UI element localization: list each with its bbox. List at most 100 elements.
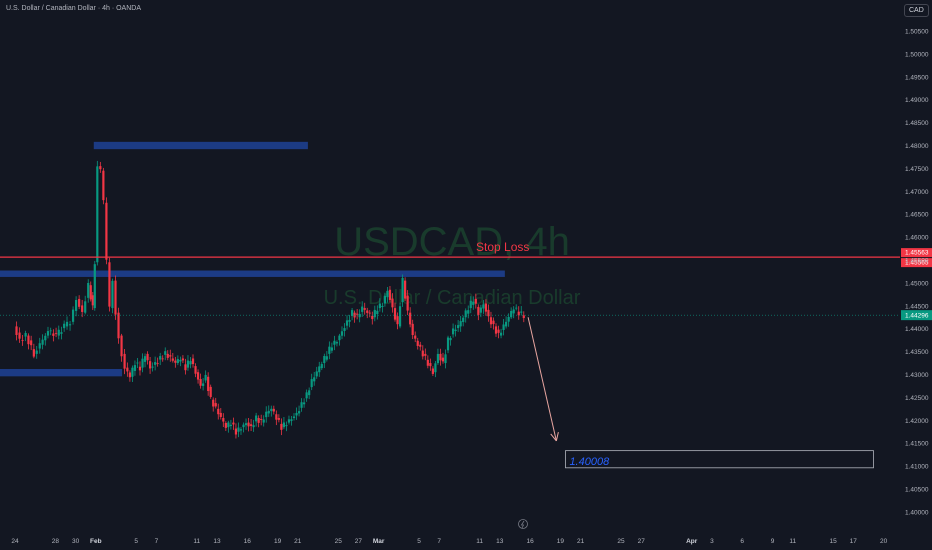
candle xyxy=(436,348,440,365)
candle xyxy=(184,358,187,375)
candle-body xyxy=(393,308,397,320)
candle xyxy=(214,397,217,409)
candle xyxy=(520,306,523,316)
candle-body xyxy=(249,424,253,426)
candle-body xyxy=(363,308,366,310)
currency-badge[interactable]: CAD xyxy=(904,4,929,17)
candle xyxy=(161,355,164,362)
candle xyxy=(93,260,96,311)
candle-body xyxy=(247,422,250,427)
candle xyxy=(212,397,215,412)
candle xyxy=(189,356,192,369)
candle xyxy=(111,278,114,314)
x-tick-label: 7 xyxy=(437,538,441,545)
candle xyxy=(522,311,525,323)
candle xyxy=(505,316,508,329)
candle-body xyxy=(494,326,498,334)
candle-body xyxy=(270,408,273,412)
candle-body xyxy=(204,374,207,381)
candle xyxy=(131,365,134,382)
y-tick-label: 1.47500 xyxy=(905,166,929,173)
candle xyxy=(280,418,283,436)
candle xyxy=(376,305,379,320)
x-tick-label: 5 xyxy=(417,538,421,545)
candle xyxy=(54,327,58,338)
candle-body xyxy=(141,358,144,368)
candle xyxy=(179,356,182,367)
candle-body xyxy=(242,424,245,428)
candle xyxy=(96,160,99,266)
candle xyxy=(378,298,381,312)
candle xyxy=(108,257,111,312)
candle xyxy=(439,348,442,366)
candle xyxy=(176,355,179,366)
y-tick-label: 1.41000 xyxy=(905,464,929,471)
stop-loss-tag-bg xyxy=(901,248,932,258)
candle xyxy=(270,405,273,417)
candle-body xyxy=(146,353,149,361)
projection-arrow-head xyxy=(550,433,557,442)
candle-body xyxy=(444,354,447,364)
candle xyxy=(272,405,275,415)
candle xyxy=(65,316,69,330)
candle-body xyxy=(414,335,417,339)
candle xyxy=(141,353,144,373)
candle xyxy=(310,373,313,391)
y-tick-label: 1.43000 xyxy=(905,372,929,379)
candle xyxy=(469,296,472,314)
candle xyxy=(247,417,250,432)
candle xyxy=(209,384,212,399)
supply-demand-zone xyxy=(93,141,308,150)
candle-body xyxy=(214,403,217,407)
candle-body xyxy=(166,353,169,358)
candle xyxy=(89,281,92,302)
candle xyxy=(472,296,475,310)
candle-body xyxy=(398,306,402,327)
candle-body xyxy=(401,277,404,303)
target-box xyxy=(565,450,874,469)
x-tick-label: 11 xyxy=(789,538,796,545)
candle xyxy=(419,341,422,351)
candle-body xyxy=(282,422,286,428)
chart-title: U.S. Dollar / Canadian Dollar · 4h · OAN… xyxy=(6,5,141,12)
candle xyxy=(345,315,349,330)
candle xyxy=(358,309,361,323)
candle-body xyxy=(222,418,225,422)
candle xyxy=(81,299,84,318)
candle xyxy=(199,373,202,389)
candle xyxy=(102,167,105,205)
candle-body xyxy=(396,316,399,325)
candle-body xyxy=(335,342,339,344)
candle xyxy=(414,331,417,343)
x-tick-label: 25 xyxy=(335,538,343,545)
candle-body xyxy=(338,335,341,341)
candle xyxy=(194,363,197,378)
candle-body xyxy=(255,415,258,422)
candle xyxy=(91,292,94,310)
candle xyxy=(24,330,27,342)
candle xyxy=(434,360,437,378)
candle-body xyxy=(356,313,359,315)
candle xyxy=(373,305,376,322)
candle-body xyxy=(472,301,475,305)
candle-body xyxy=(305,392,308,399)
candle-body xyxy=(505,321,508,327)
supply-demand-zone xyxy=(0,270,505,277)
candle xyxy=(63,320,66,332)
candle xyxy=(318,361,321,377)
candle-body xyxy=(391,298,394,308)
candle-body xyxy=(143,356,147,362)
projection-arrow-head xyxy=(555,432,559,442)
candle xyxy=(202,378,205,391)
candle xyxy=(363,302,366,315)
candle-body xyxy=(262,419,265,423)
candle-body xyxy=(171,358,174,361)
candle xyxy=(262,415,265,427)
candle xyxy=(510,307,513,319)
candle xyxy=(406,290,409,315)
candle-body xyxy=(315,371,318,377)
candle xyxy=(325,351,328,362)
candle xyxy=(186,355,190,371)
candle-body xyxy=(257,418,260,423)
